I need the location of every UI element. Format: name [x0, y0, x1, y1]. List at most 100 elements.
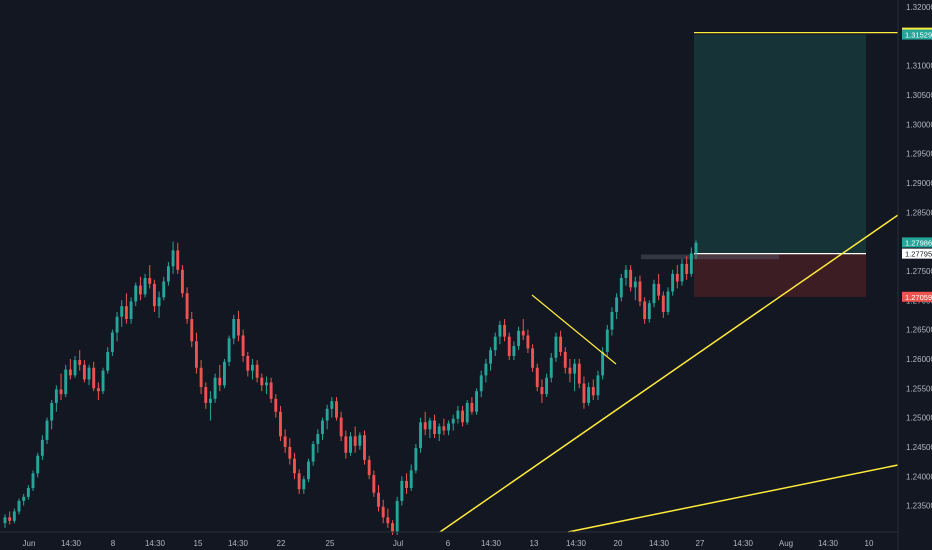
candle [582, 376, 586, 409]
candle [22, 493, 26, 506]
candle-body [484, 363, 488, 376]
target-zone[interactable] [694, 34, 866, 254]
candle [470, 397, 474, 415]
candle-body [652, 283, 656, 304]
candle-body [68, 369, 72, 376]
candle [545, 373, 549, 398]
candle [213, 373, 217, 403]
candle-body [236, 319, 240, 336]
time-tick-label: 15 [194, 539, 203, 548]
candle-body [419, 422, 422, 449]
candle [372, 470, 376, 497]
time-tick-label: 14:30 [61, 539, 82, 548]
candle [517, 326, 521, 351]
candle [689, 247, 693, 277]
candle-body [190, 319, 194, 342]
candle-body [661, 295, 665, 312]
candle [661, 291, 665, 318]
trendline-lower[interactable] [567, 464, 899, 533]
candle-body [110, 332, 114, 352]
candle [671, 269, 675, 296]
candle-body [274, 398, 278, 412]
price-badge-text: 1.27059 [905, 293, 932, 302]
time-tick-label: 27 [696, 539, 705, 548]
candle-body [106, 351, 110, 371]
candle-body [657, 283, 661, 296]
candle-body [143, 277, 147, 295]
candle [199, 360, 203, 395]
price-tick-label: 1.30000 [906, 120, 932, 129]
candle-body [489, 350, 493, 364]
candle [293, 452, 296, 480]
candle-body [50, 402, 54, 421]
candle-body [227, 338, 231, 362]
candle-body [605, 329, 609, 352]
candle [554, 332, 558, 362]
time-axis[interactable]: Jun 14:30 8 14:30 15 14:30 22 25 Jul 6 14:30 13 14:3… [23, 539, 874, 548]
candle-body [610, 312, 614, 330]
candle-body [647, 303, 651, 320]
candle [596, 370, 600, 400]
candle-body [414, 448, 418, 471]
candle [251, 358, 254, 380]
candle-body [26, 488, 30, 497]
candle [507, 332, 511, 361]
time-tick-label: 14:30 [481, 539, 502, 548]
candle-body [405, 480, 408, 488]
candle [414, 444, 418, 474]
candle [307, 458, 310, 483]
candle-body [671, 273, 675, 292]
candle [120, 300, 124, 327]
candle-body [685, 263, 689, 274]
price-badge: 1.27059 [902, 291, 932, 302]
candle [498, 320, 502, 345]
candle [241, 329, 245, 362]
candle-body [461, 410, 465, 423]
candle [675, 265, 679, 289]
trendline-down[interactable] [531, 294, 617, 365]
candle [610, 307, 614, 336]
candle [330, 397, 334, 418]
candle [101, 367, 105, 395]
candle [437, 423, 441, 442]
candle-body [451, 418, 455, 424]
candle-body [433, 420, 436, 435]
candle-body [82, 364, 86, 380]
candle-body [96, 388, 100, 392]
candle [475, 388, 479, 415]
candle-body [92, 367, 96, 389]
candle-body [213, 377, 217, 399]
candle [428, 417, 432, 439]
candle [138, 276, 142, 301]
price-tick-label: 1.27500 [906, 267, 932, 276]
candle-body [31, 473, 35, 488]
candle-body [335, 401, 338, 418]
candle-body [321, 420, 324, 435]
candle-body [302, 479, 306, 490]
resistance-box[interactable] [641, 254, 779, 260]
candle-body [353, 436, 357, 446]
candle [325, 404, 329, 430]
candle [124, 293, 128, 324]
candle-body [633, 281, 637, 288]
candle-body [601, 351, 605, 376]
candle-body [293, 458, 296, 474]
candle-body [517, 330, 521, 347]
candle-body [381, 506, 385, 518]
candle-body [148, 277, 152, 284]
candle [45, 417, 49, 444]
candle-body [349, 436, 352, 453]
trendline-upper[interactable] [439, 214, 899, 533]
candle-body [619, 277, 623, 298]
candle [92, 361, 96, 392]
candle-body [316, 434, 320, 444]
candle-body [507, 336, 511, 356]
stop-zone[interactable] [694, 253, 866, 297]
candle [176, 242, 180, 274]
candle-body [638, 281, 642, 302]
candle-body [311, 444, 315, 462]
candle [194, 332, 198, 374]
candle-body [367, 459, 371, 476]
candle-body [582, 383, 586, 403]
